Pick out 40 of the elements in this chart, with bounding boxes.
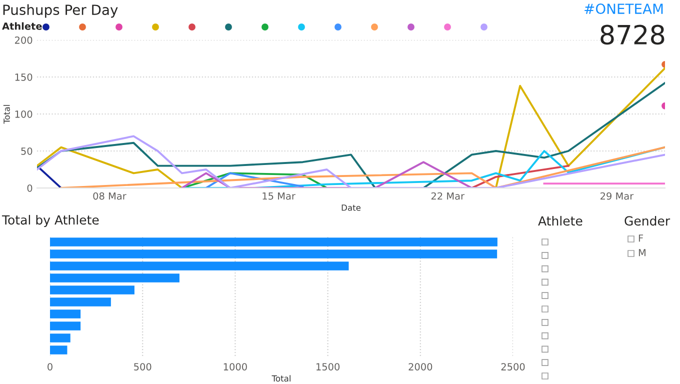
y-tick-label: 50 xyxy=(21,147,32,155)
bar xyxy=(50,286,134,294)
x-tick-label: 500 xyxy=(134,363,152,370)
line-series xyxy=(180,146,665,188)
x-axis-title: Total xyxy=(272,375,290,382)
y-tick-label: 0 xyxy=(27,184,32,192)
bar xyxy=(50,310,81,318)
category-label: F xyxy=(638,234,644,242)
bar xyxy=(50,334,70,342)
line-series xyxy=(37,135,665,188)
bar xyxy=(50,298,111,306)
bar xyxy=(50,238,498,246)
bar xyxy=(50,250,498,258)
x-tick-label: 15 Mar xyxy=(262,192,296,200)
text: Athlete xyxy=(538,216,582,226)
y-tick-label: 150 xyxy=(15,73,32,81)
y-axis-title: Total xyxy=(3,105,10,124)
bar xyxy=(50,274,180,282)
y-tick-label: 200 xyxy=(14,36,32,44)
x-tick-label: 2500 xyxy=(501,363,525,370)
bar xyxy=(50,346,68,354)
data-label: 8728 xyxy=(600,24,664,45)
x-tick-label: 2000 xyxy=(408,363,432,370)
legend-title: Athlete xyxy=(2,22,42,30)
x-tick-label: 1500 xyxy=(316,363,340,370)
line-series xyxy=(60,146,665,188)
category-label: M xyxy=(638,249,646,256)
bar xyxy=(50,322,81,330)
text: #ONETEAM xyxy=(584,4,663,14)
text: Gender xyxy=(624,216,670,226)
chart-title: Pushups Per Day xyxy=(3,4,118,18)
bar xyxy=(50,262,349,270)
x-tick-label: 1000 xyxy=(224,363,247,370)
y-tick-label: 100 xyxy=(15,110,32,118)
x-tick-label: 29 Mar xyxy=(600,192,634,200)
x-axis-title: Date xyxy=(342,204,361,211)
chart-title: Total by Athlete xyxy=(2,214,99,228)
x-tick-label: 22 Mar xyxy=(431,192,465,200)
x-tick-label: 08 Mar xyxy=(93,192,126,200)
x-tick-label: 0 xyxy=(48,363,52,370)
